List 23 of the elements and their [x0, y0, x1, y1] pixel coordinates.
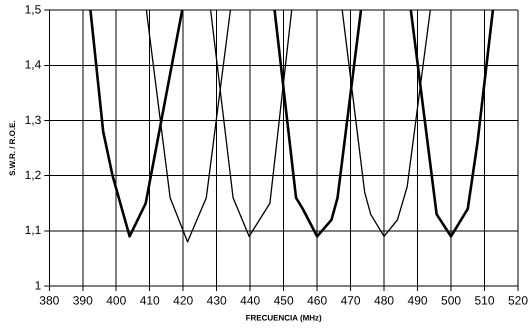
x-tick-label: 490	[408, 294, 428, 308]
x-tick-label: 410	[140, 294, 160, 308]
x-axis-title: FRECUENCIA (MHz)	[246, 313, 322, 322]
x-tick-label: 450	[274, 294, 294, 308]
y-tick-label: 1	[34, 278, 42, 292]
x-tick-label: 390	[72, 294, 94, 308]
x-tick-label: 380	[39, 294, 60, 308]
x-tick-label: 460	[307, 294, 328, 308]
x-tick-label: 400	[106, 294, 127, 308]
x-tick-label: 430	[206, 294, 228, 308]
y-tick-label: 1,5	[24, 2, 42, 17]
y-tick-label: 1,3	[24, 112, 42, 127]
y-axis-title: S.W.R. / R.O.E.	[8, 120, 18, 176]
y-tick-label: 1,4	[24, 58, 42, 72]
x-tick-label: 470	[340, 294, 361, 308]
x-tick-label: 420	[173, 294, 194, 308]
x-tick-label: 480	[374, 294, 394, 308]
x-tick-label: 510	[474, 294, 495, 308]
x-tick-label: 520	[508, 294, 528, 308]
y-tick-label: 1,2	[24, 168, 42, 182]
y-tick-label: 1,1	[24, 223, 42, 238]
x-tick-label: 440	[240, 294, 260, 308]
x-tick-label: 500	[441, 294, 462, 308]
